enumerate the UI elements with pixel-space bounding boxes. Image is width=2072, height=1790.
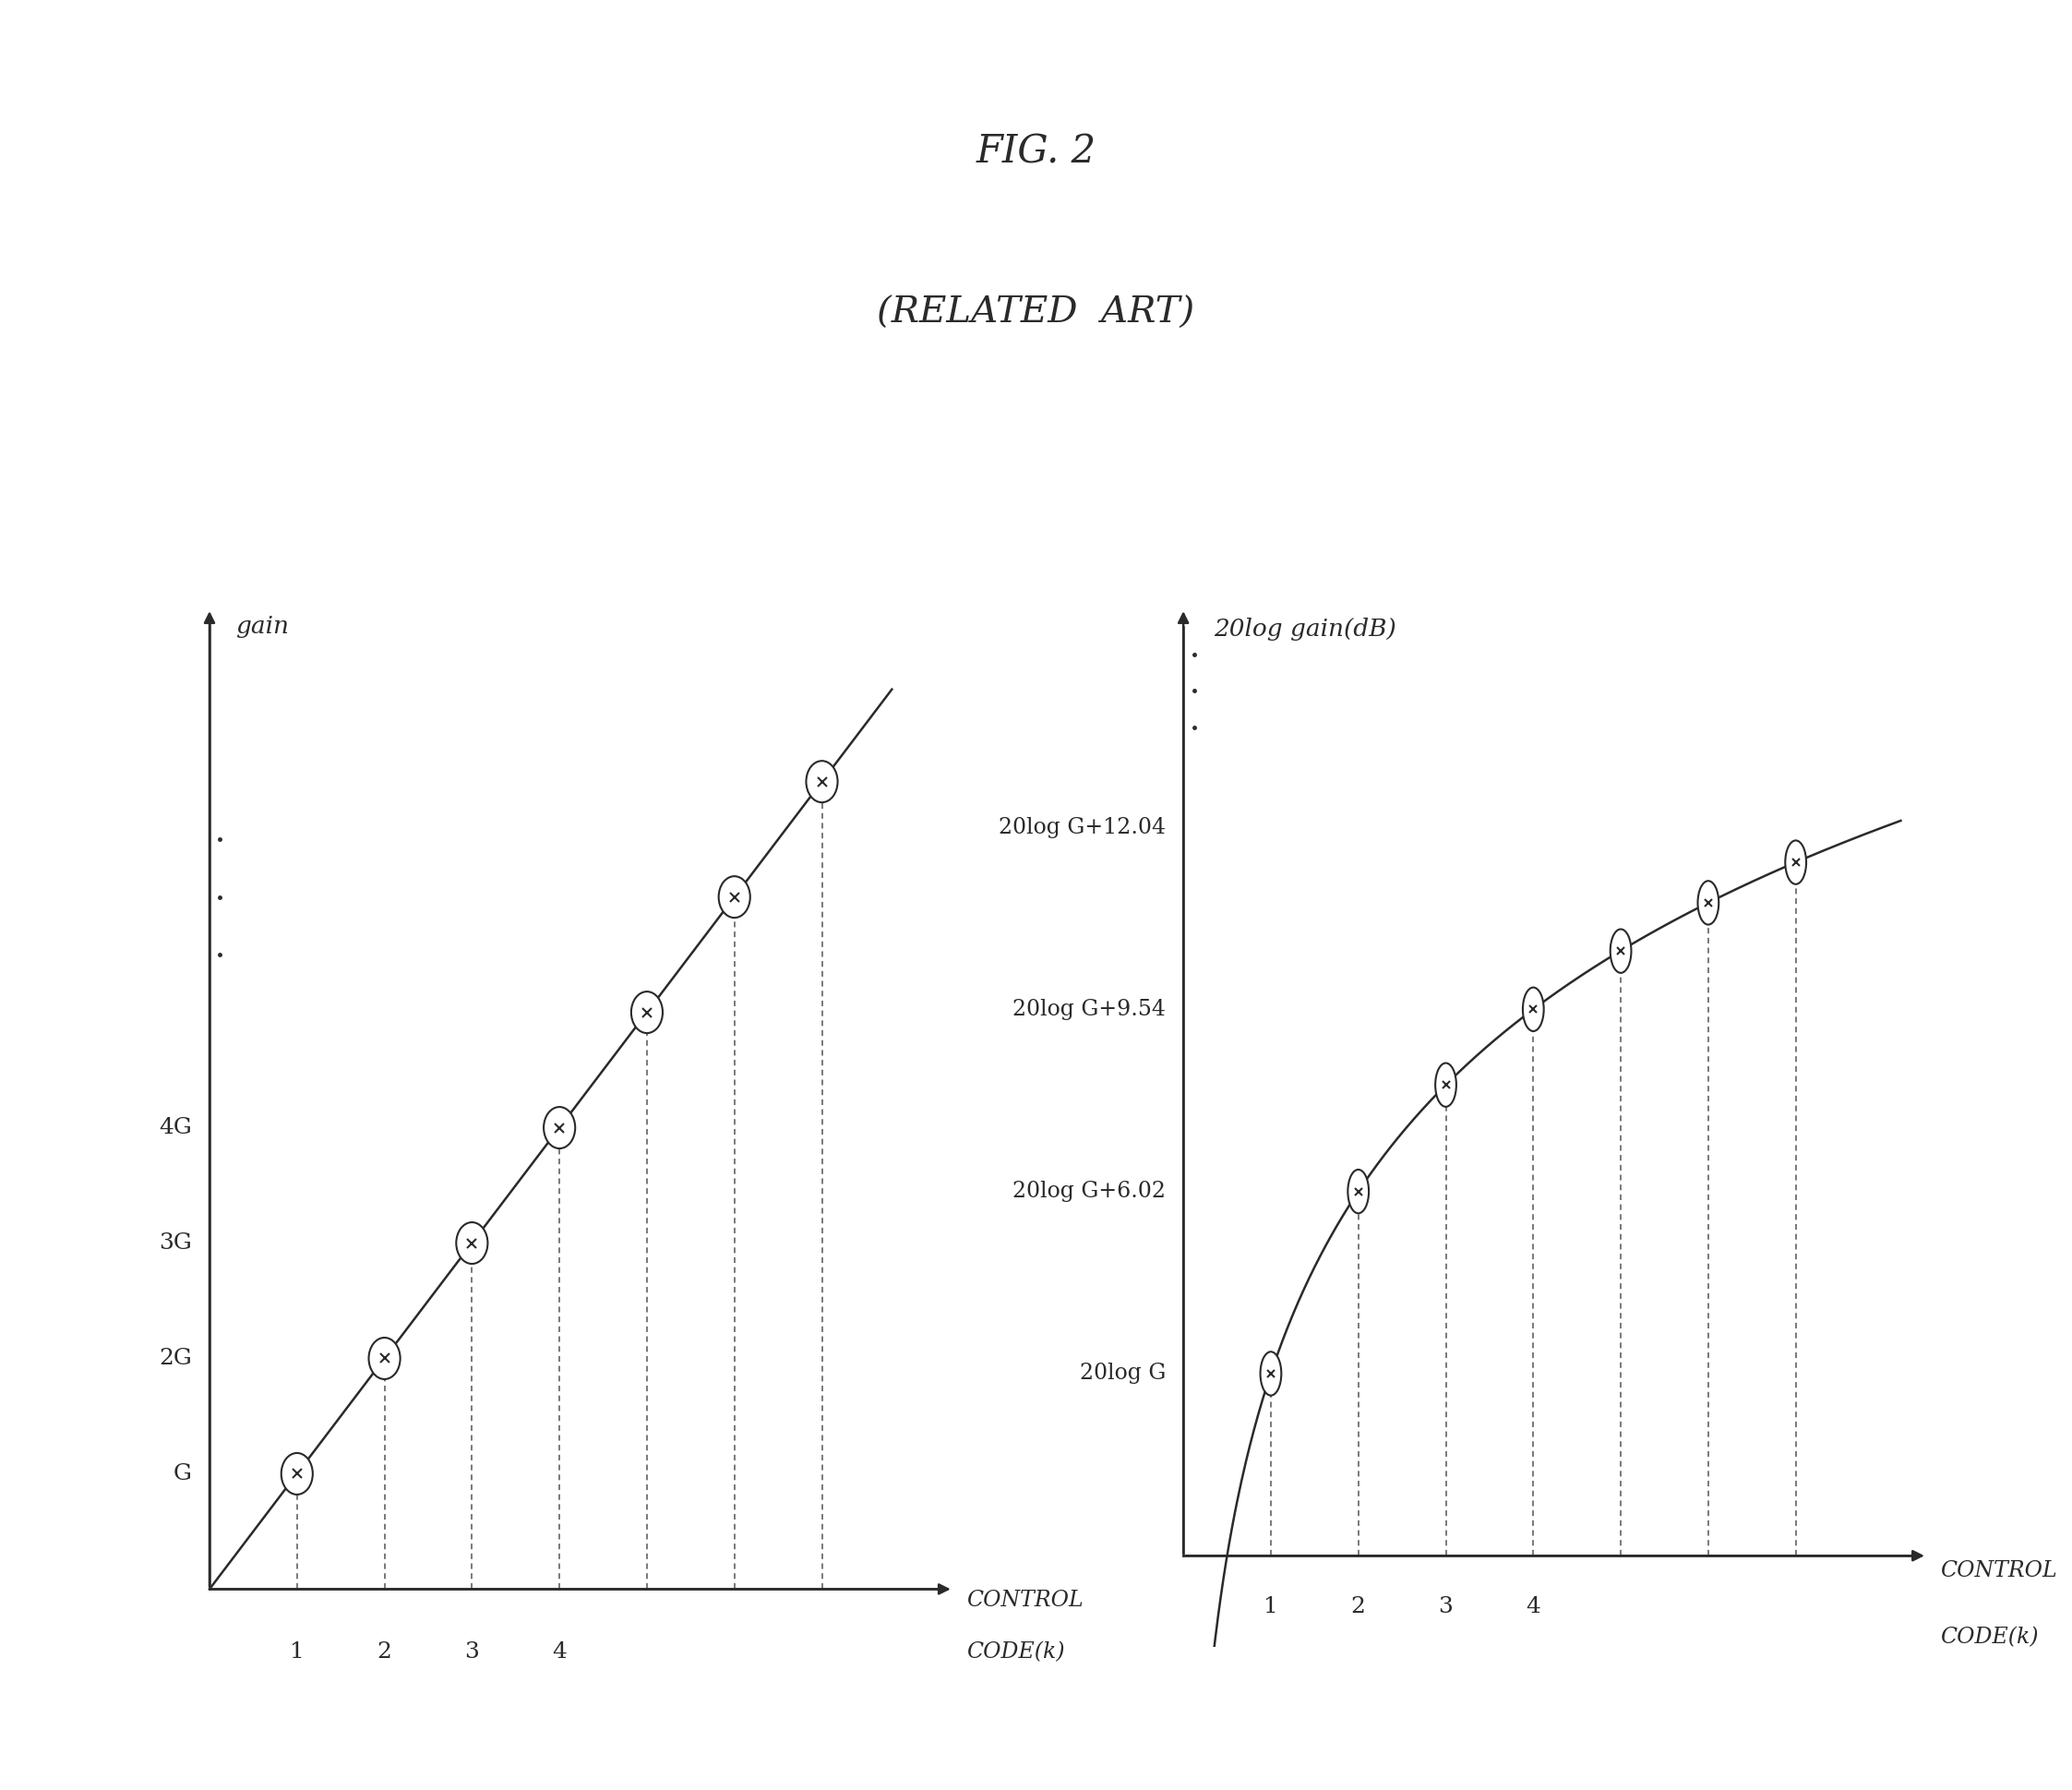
Circle shape — [369, 1337, 400, 1378]
Text: 20log G+12.04: 20log G+12.04 — [999, 816, 1167, 838]
Circle shape — [1523, 988, 1544, 1031]
Text: CODE(k): CODE(k) — [1939, 1627, 2039, 1649]
Text: CODE(k): CODE(k) — [966, 1641, 1065, 1663]
Text: CONTROL: CONTROL — [966, 1590, 1084, 1611]
Text: 2G: 2G — [160, 1348, 193, 1369]
Circle shape — [1697, 881, 1720, 925]
Text: CONTROL: CONTROL — [1939, 1559, 2057, 1581]
Text: 2: 2 — [377, 1641, 392, 1663]
Circle shape — [719, 877, 750, 918]
Circle shape — [543, 1106, 576, 1149]
Text: FIG. 2: FIG. 2 — [976, 132, 1096, 172]
Text: 3: 3 — [464, 1641, 479, 1663]
Text: 4G: 4G — [160, 1117, 193, 1138]
Text: (RELATED  ART): (RELATED ART) — [876, 295, 1196, 331]
Circle shape — [456, 1223, 487, 1264]
Circle shape — [1786, 841, 1807, 884]
Text: 20log G+9.54: 20log G+9.54 — [1013, 999, 1167, 1020]
Text: gain: gain — [236, 614, 290, 637]
Circle shape — [1347, 1169, 1370, 1214]
Text: 3G: 3G — [160, 1233, 193, 1253]
Text: 4: 4 — [1525, 1597, 1542, 1616]
Circle shape — [282, 1453, 313, 1495]
Text: 2: 2 — [1351, 1597, 1365, 1616]
Text: 4: 4 — [551, 1641, 568, 1663]
Text: 20log G: 20log G — [1080, 1362, 1167, 1384]
Text: 20log G+6.02: 20log G+6.02 — [1013, 1181, 1167, 1203]
Text: 1: 1 — [290, 1641, 305, 1663]
Text: 3: 3 — [1438, 1597, 1452, 1616]
Circle shape — [1260, 1351, 1280, 1396]
Circle shape — [1610, 929, 1631, 974]
Text: 1: 1 — [1264, 1597, 1278, 1616]
Circle shape — [1436, 1063, 1457, 1106]
Circle shape — [632, 992, 663, 1033]
Text: 20log gain(dB): 20log gain(dB) — [1214, 618, 1397, 641]
Circle shape — [806, 761, 837, 802]
Text: G: G — [174, 1462, 193, 1484]
